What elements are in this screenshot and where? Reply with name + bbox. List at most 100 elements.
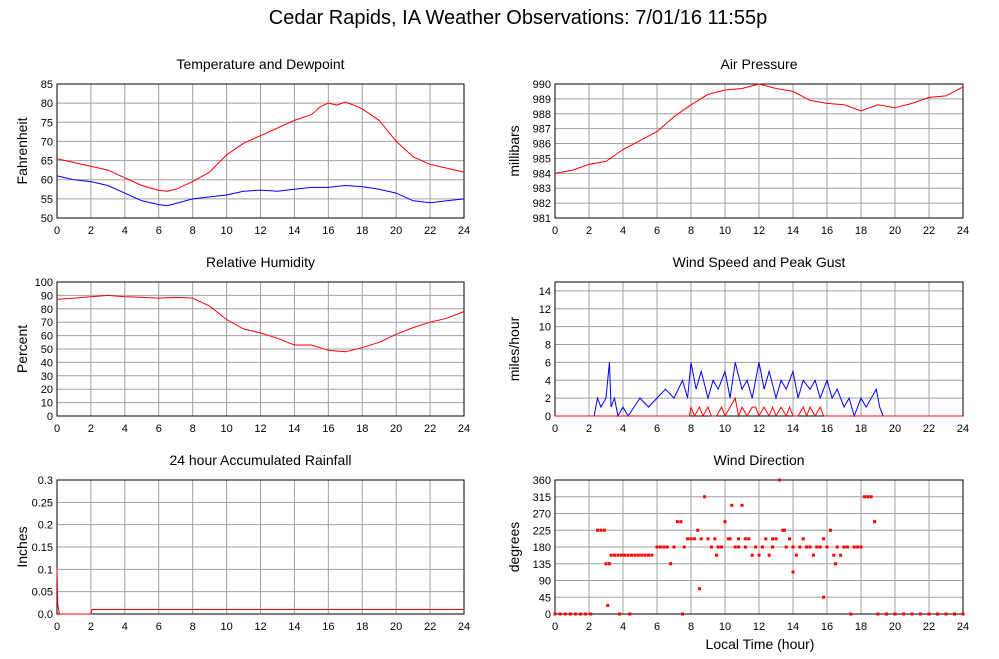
data-point	[607, 562, 611, 566]
data-point	[633, 553, 637, 557]
data-point	[842, 545, 846, 549]
y-tick-label: 75	[41, 117, 53, 129]
x-tick-label: 8	[190, 225, 196, 237]
x-tick-label: 12	[254, 423, 266, 435]
y-tick-label: 986	[533, 139, 551, 151]
x-tick-label: 22	[424, 423, 436, 435]
data-point	[825, 545, 829, 549]
y-axis-label: Fahrenheit	[14, 117, 30, 184]
data-point	[602, 528, 606, 532]
data-point	[630, 553, 633, 557]
data-point	[771, 545, 775, 549]
y-tick-label: 0.0	[38, 609, 53, 621]
data-point	[672, 545, 676, 549]
series-line-blue	[56, 175, 465, 207]
x-tick-label: 0	[54, 225, 60, 237]
data-point	[606, 603, 610, 607]
series-line-red	[56, 569, 464, 615]
data-point	[852, 545, 856, 549]
data-point	[805, 545, 809, 549]
y-tick-label: 70	[41, 317, 53, 329]
x-tick-label: 24	[458, 621, 470, 633]
data-point	[604, 562, 608, 566]
data-point	[754, 545, 758, 549]
x-tick-label: 14	[288, 423, 300, 435]
x-tick-label: 14	[288, 621, 300, 633]
data-point	[723, 520, 727, 524]
data-point	[643, 553, 647, 557]
data-point	[919, 612, 922, 616]
x-tick-label: 24	[957, 423, 969, 435]
data-point	[791, 545, 795, 549]
data-point	[706, 537, 710, 541]
chart-title: 24 hour Accumulated Rainfall	[169, 452, 351, 468]
data-point	[798, 545, 802, 549]
data-point	[665, 545, 669, 549]
series-line-blue	[555, 362, 963, 418]
chart-title: Wind Speed and Peak Gust	[673, 254, 846, 270]
y-tick-label: 45	[539, 592, 551, 604]
y-tick-label: 40	[41, 357, 53, 369]
x-tick-label: 2	[586, 423, 592, 435]
y-tick-label: 10	[41, 398, 53, 410]
x-tick-label: 6	[654, 225, 660, 237]
y-tick-label: 983	[533, 183, 551, 195]
y-tick-label: 60	[41, 175, 53, 187]
y-tick-label: 135	[533, 559, 551, 571]
x-tick-label: 2	[88, 423, 94, 435]
y-tick-label: 989	[533, 94, 551, 106]
x-tick-label: 2	[88, 621, 94, 633]
data-point	[686, 537, 690, 541]
data-point	[584, 612, 588, 616]
data-point	[818, 545, 822, 549]
y-tick-label: 55	[41, 194, 53, 206]
x-tick-label: 4	[122, 423, 128, 435]
y-tick-label: 14	[539, 286, 551, 298]
y-tick-label: 2	[545, 393, 551, 405]
x-tick-label: 20	[889, 225, 901, 237]
x-tick-label: 22	[923, 621, 935, 633]
data-point	[750, 553, 754, 557]
y-axis-label: Inches	[14, 526, 30, 567]
data-point	[703, 495, 707, 499]
data-point	[689, 537, 693, 541]
data-point	[743, 545, 747, 549]
data-point	[589, 612, 593, 616]
x-tick-label: 10	[220, 621, 232, 633]
data-point	[682, 545, 686, 549]
series-line-red	[554, 83, 964, 174]
x-tick-label: 18	[356, 423, 368, 435]
y-tick-label: 85	[41, 79, 53, 91]
data-point	[781, 528, 785, 532]
data-point	[636, 553, 640, 557]
data-point	[822, 537, 826, 541]
data-point	[720, 545, 724, 549]
data-point	[747, 537, 751, 541]
y-tick-label: 50	[41, 213, 53, 225]
data-point	[774, 537, 778, 541]
y-tick-label: 20	[41, 384, 53, 396]
data-point	[616, 553, 620, 557]
data-point	[815, 545, 819, 549]
data-point	[953, 612, 956, 616]
data-point	[628, 612, 632, 616]
data-point	[596, 528, 599, 532]
data-point	[767, 553, 771, 557]
x-tick-label: 24	[957, 621, 969, 633]
data-point	[869, 495, 873, 499]
x-tick-label: 10	[719, 423, 731, 435]
plot-frame	[56, 479, 465, 615]
x-tick-label: 4	[122, 225, 128, 237]
y-tick-label: 8	[545, 340, 551, 352]
x-tick-label: 8	[688, 621, 694, 633]
x-tick-label: 22	[923, 423, 935, 435]
data-point	[563, 612, 567, 616]
data-point	[910, 612, 914, 616]
x-tick-label: 6	[156, 225, 162, 237]
data-point	[961, 612, 965, 616]
series-line-red	[56, 294, 465, 353]
x-tick-label: 10	[719, 621, 731, 633]
data-point	[885, 612, 888, 616]
x-tick-label: 4	[620, 225, 626, 237]
data-point	[764, 537, 768, 541]
